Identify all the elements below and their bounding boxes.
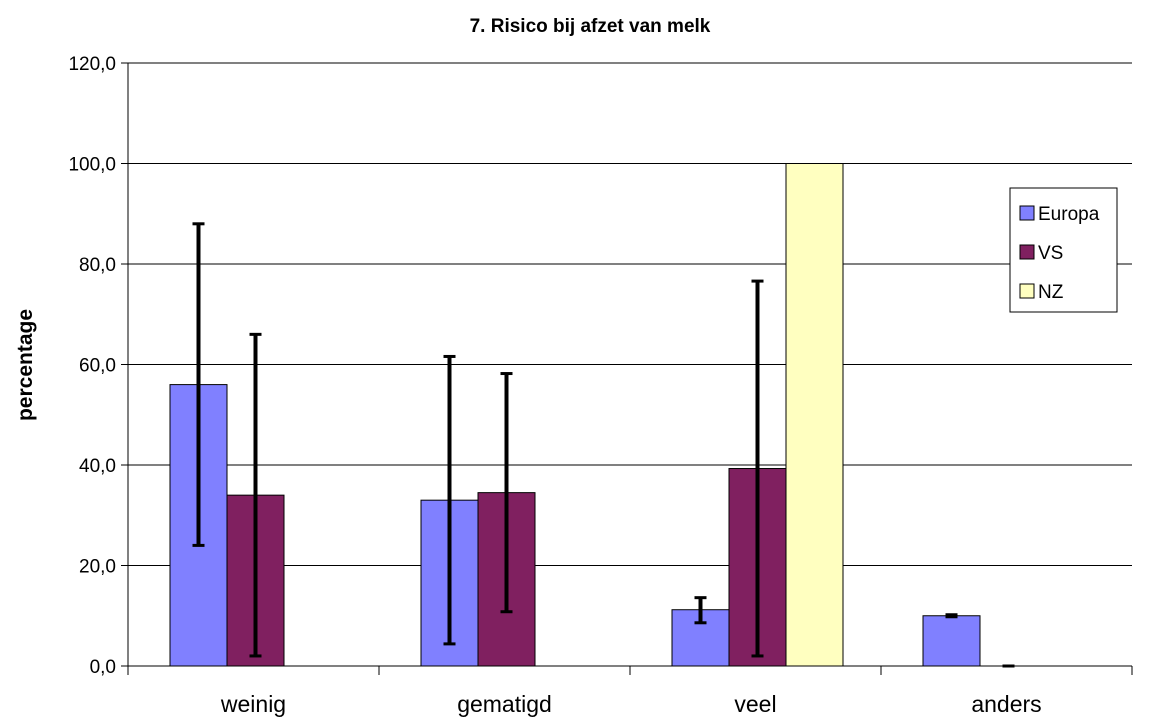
y-tick-label-5: 100,0 [68, 155, 116, 176]
error-bar-europa-veel [694, 596, 707, 625]
legend-label-vs: VS [1038, 243, 1063, 264]
legend-swatch-vs [1019, 244, 1035, 260]
chart-title: 7. Risico bij afzet van melk [470, 16, 711, 37]
error-bars [192, 222, 1015, 668]
x-tick-label-weinig: weinig [220, 691, 286, 717]
y-tick-label-1: 20,0 [79, 557, 116, 578]
bars [169, 163, 981, 667]
error-bar-vs-weinig [249, 332, 262, 658]
x-tick-label-gematigd: gematigd [457, 691, 552, 717]
bar-nz-veel [785, 163, 844, 667]
y-tick-label-3: 60,0 [79, 356, 116, 377]
legend-label-nz: NZ [1038, 282, 1064, 303]
error-bar-vs-veel [751, 279, 764, 658]
legend-swatch-europa [1019, 205, 1035, 221]
axes [121, 62, 1133, 675]
legend-item-nz: NZ [1019, 282, 1064, 303]
error-bar-europa-anders [945, 613, 958, 619]
x-tick-labels: weinig gematigd veel anders [220, 691, 1042, 717]
legend-swatch-nz [1019, 283, 1035, 299]
x-tick-label-veel: veel [734, 691, 776, 717]
y-tick-label-4: 80,0 [79, 255, 116, 276]
x-tick-label-anders: anders [971, 691, 1041, 717]
error-bar-vs-gematigd [500, 372, 513, 614]
legend: Europa VS NZ [1009, 187, 1118, 313]
gridlines [128, 62, 1132, 566]
legend-item-vs: VS [1019, 243, 1063, 264]
legend-item-europa: Europa [1019, 204, 1100, 225]
legend-label-europa: Europa [1038, 204, 1100, 225]
error-bar-europa-gematigd [443, 354, 456, 646]
y-tick-label-2: 40,0 [79, 456, 116, 477]
bar-europa-anders [922, 615, 981, 667]
y-tick-label-6: 120,0 [68, 54, 116, 75]
y-tick-label-0: 0,0 [90, 657, 116, 678]
y-axis-label: percentage [14, 309, 37, 421]
error-bar-europa-weinig [192, 222, 205, 547]
y-tick-labels: 0,0 20,0 40,0 60,0 80,0 100,0 120,0 [68, 54, 116, 678]
